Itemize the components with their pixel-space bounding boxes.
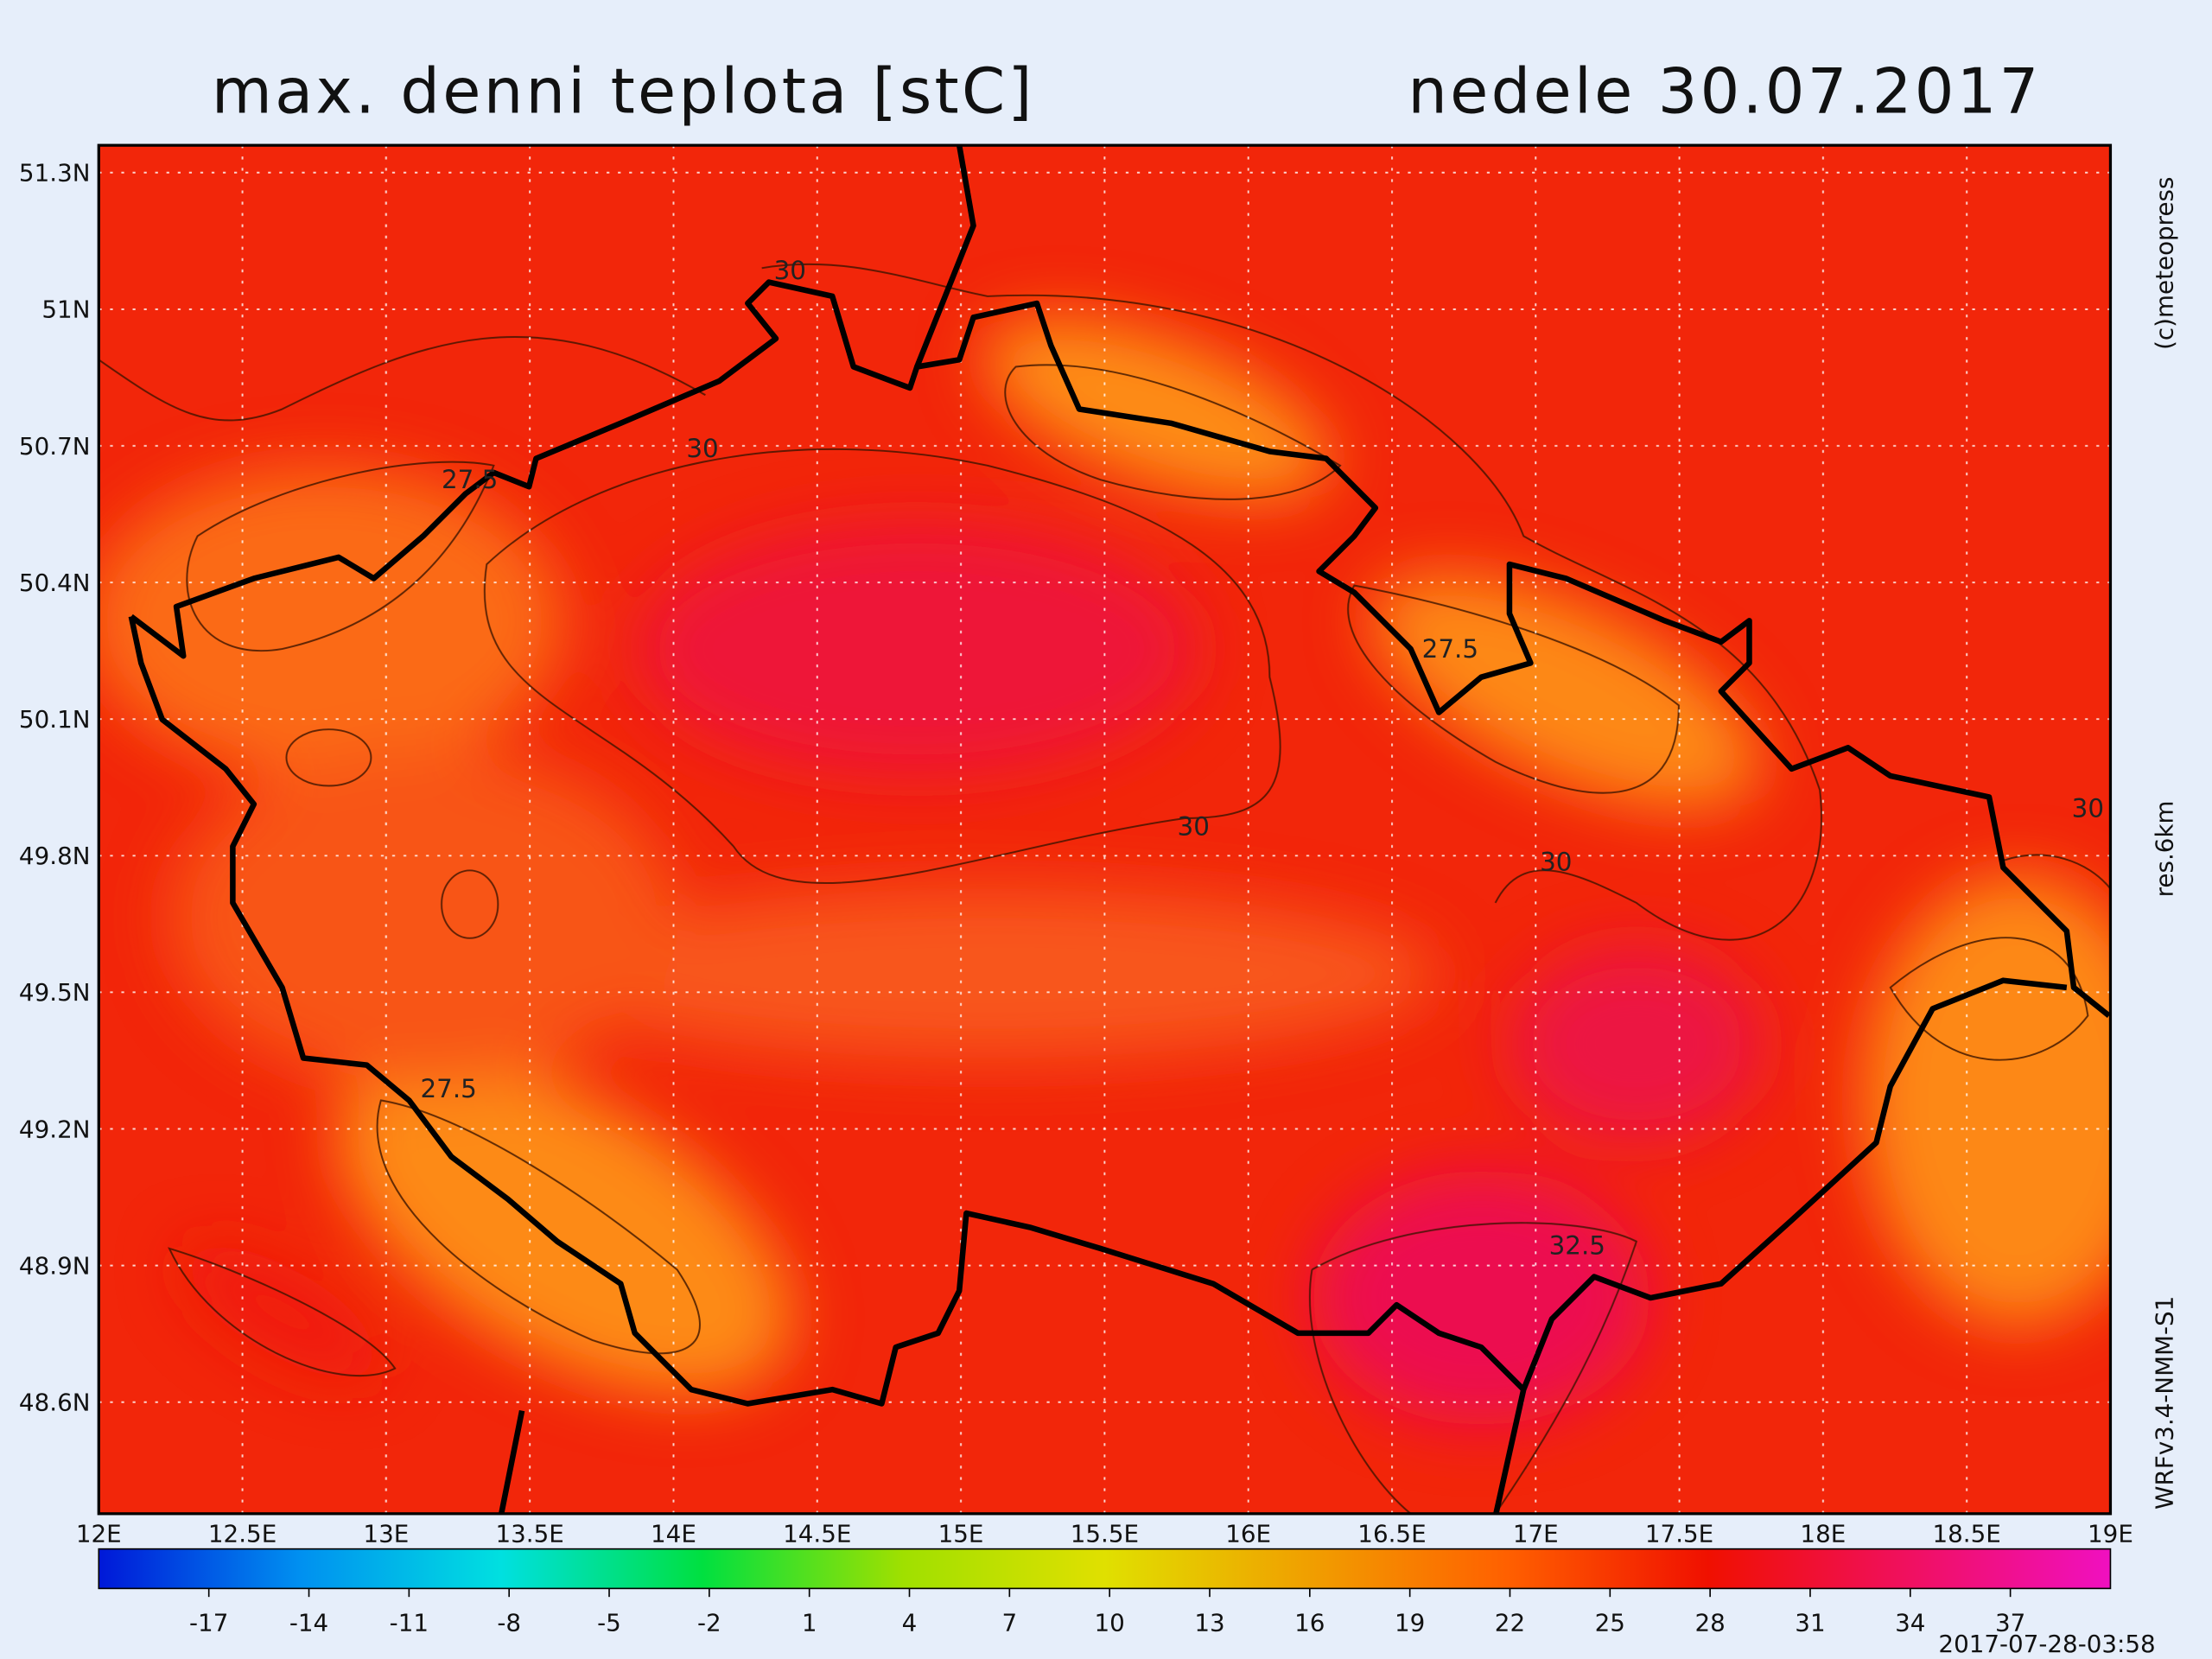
isotherm — [168, 1247, 397, 1377]
borders — [128, 145, 2111, 1514]
isotherm — [1004, 364, 1342, 500]
colorbar-label: 37 — [1995, 1608, 2025, 1637]
axis-ticks: 51.3N 51N 50.7N 50.4N 50.1N 49.8N 49.5N 49.2N 48… — [19, 159, 2133, 1548]
lon-tick-label: 19E — [2088, 1519, 2133, 1548]
contour-label: 30 — [1540, 847, 1572, 876]
hot-zone — [181, 1244, 383, 1380]
hot-zone — [634, 522, 1199, 776]
lon-tick-label: 15.5E — [1071, 1519, 1139, 1548]
warm-zone — [168, 747, 677, 1087]
isotherm — [376, 1099, 701, 1355]
model: WRFv3.4-NMM-S1 — [2150, 1296, 2178, 1510]
lat-tick-label: 50.7N — [19, 432, 91, 461]
isotherm — [186, 461, 495, 652]
hot-zone — [1312, 1171, 1651, 1425]
colorbar-label: 28 — [1694, 1608, 1725, 1637]
lon-tick-label: 18E — [1800, 1519, 1846, 1548]
isotherm — [1889, 854, 2111, 1061]
contour-label: 32.5 — [1549, 1230, 1605, 1260]
issued: 2017-07-28-03:58 — [1938, 1630, 2155, 1658]
contour-label: 27.5 — [1422, 634, 1478, 664]
lon-tick-label: 15E — [938, 1519, 984, 1548]
lon-tick-label: 12E — [76, 1519, 122, 1548]
copyright: (c)meteopress — [2150, 177, 2178, 350]
border — [498, 145, 976, 1514]
isotherm — [483, 448, 1281, 884]
colorbar-label: -14 — [289, 1608, 328, 1637]
isotherm — [1308, 1222, 1638, 1514]
colorbar-label: 22 — [1495, 1608, 1525, 1637]
lon-tick-label: 17E — [1513, 1519, 1559, 1548]
map-date: nedele 30.07.2017 — [1408, 55, 2041, 128]
colorbar-label: 19 — [1395, 1608, 1425, 1637]
lon-tick-label: 13E — [363, 1519, 409, 1548]
warm-zone — [536, 888, 1440, 1058]
colorbar-label: -17 — [189, 1608, 228, 1637]
map-frame — [97, 143, 2113, 1516]
lon-tick-label: 14E — [651, 1519, 696, 1548]
contour-labels: 30 30 27.5 27.5 30 30 30 27.5 32.5 — [420, 256, 2104, 1260]
contour-label: 27.5 — [420, 1074, 476, 1103]
contour-label: 30 — [774, 256, 806, 285]
contour-label: 30 — [686, 434, 718, 463]
warm-zone — [982, 317, 1332, 501]
hot-zone — [1509, 944, 1764, 1143]
lat-tick-label: 50.4N — [19, 569, 91, 597]
colorbar-label: -2 — [697, 1608, 721, 1637]
contour-label: 30 — [2072, 793, 2104, 823]
colorbar-label: -8 — [497, 1608, 521, 1637]
colorbar-ticks: -17 -14 -11 -8 -5 -2 1 4 7 10 13 16 19 22 25 28 31 34 37 — [189, 1588, 2025, 1637]
lon-tick-label: 17.5E — [1645, 1519, 1713, 1548]
lon-tick-label: 16.5E — [1357, 1519, 1426, 1548]
isotherm — [441, 869, 499, 939]
lon-tick-label: 13.5E — [496, 1519, 564, 1548]
resolution: res.6km — [2150, 800, 2178, 897]
warm-zone — [99, 465, 564, 776]
graticule — [99, 145, 2111, 1514]
warm-zone — [1370, 573, 1762, 810]
isotherm — [99, 263, 1822, 941]
lat-tick-label: 49.8N — [19, 842, 91, 870]
lat-tick-label: 48.6N — [19, 1389, 91, 1417]
lon-tick-label: 14.5E — [783, 1519, 851, 1548]
colorbar-label: 25 — [1595, 1608, 1625, 1637]
field-shading — [99, 317, 2111, 1425]
colorbar-label: 16 — [1294, 1608, 1325, 1637]
colorbar-label: 31 — [1795, 1608, 1825, 1637]
map-title: max. denni teplota [stC] — [212, 55, 1035, 128]
colorbar-label: 4 — [902, 1608, 918, 1637]
lon-tick-label: 18.5E — [1932, 1519, 2000, 1548]
warm-zone — [335, 1059, 793, 1395]
lat-tick-label: 50.1N — [19, 705, 91, 734]
colorbar-label: -11 — [390, 1608, 429, 1637]
lat-tick-label: 51.3N — [19, 159, 91, 188]
lat-tick-label: 49.5N — [19, 978, 91, 1007]
contour-label: 30 — [1178, 812, 1210, 842]
lat-tick-label: 51N — [41, 296, 90, 324]
colorbar-label: 13 — [1194, 1608, 1224, 1637]
colorbar-label: 34 — [1895, 1608, 1925, 1637]
colorbar — [98, 1548, 2112, 1590]
isotherm — [285, 728, 372, 787]
colorbar-label: 1 — [802, 1608, 817, 1637]
colorbar-label: 7 — [1002, 1608, 1018, 1637]
border — [129, 279, 2111, 1019]
border — [1492, 977, 2068, 1514]
temperature-field: 30 30 27.5 27.5 30 30 30 27.5 32.5 — [99, 145, 2111, 1514]
lon-tick-label: 12.5E — [208, 1519, 276, 1548]
lat-tick-label: 48.9N — [19, 1251, 91, 1280]
lon-tick-label: 16E — [1225, 1519, 1271, 1548]
warm-zone — [1862, 874, 2111, 1326]
colorbar-label: -5 — [597, 1608, 621, 1637]
colorbar-label: 10 — [1095, 1608, 1125, 1637]
contour-label: 27.5 — [442, 465, 498, 494]
border — [128, 615, 1526, 1407]
lat-tick-label: 49.2N — [19, 1115, 91, 1143]
